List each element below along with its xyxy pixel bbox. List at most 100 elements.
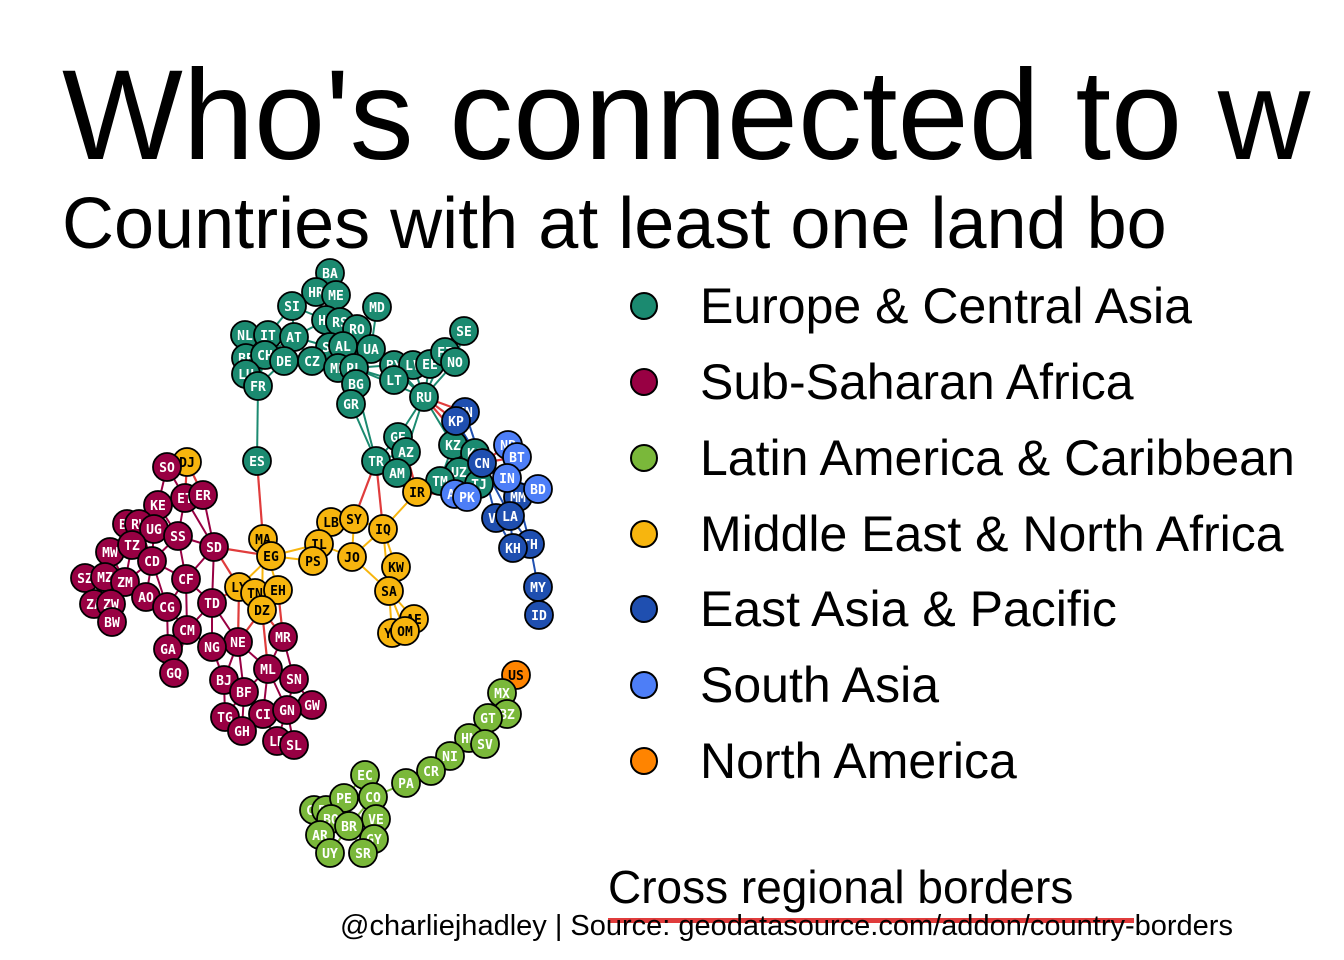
country-node-ne: NE (223, 627, 253, 657)
country-node-cn: CN (467, 448, 497, 478)
country-node-se: SE (449, 316, 479, 346)
country-circle (197, 632, 227, 662)
country-code-label: NL (237, 329, 253, 344)
country-circle (416, 756, 446, 786)
country-node-tz: TZ (117, 530, 147, 560)
country-code-label: AO (138, 591, 154, 606)
country-circle (298, 546, 328, 576)
country-code-label: IR (409, 486, 425, 501)
country-node-in: IN (492, 463, 522, 493)
country-circle (440, 347, 470, 377)
country-node-sn: SN (279, 664, 309, 694)
country-code-label: FR (250, 380, 266, 395)
country-code-label: ER (195, 489, 211, 504)
country-node-er: ER (188, 480, 218, 510)
country-circle (334, 811, 364, 841)
legend-swatch (630, 595, 658, 623)
country-circle (492, 463, 522, 493)
country-code-label: MX (494, 687, 510, 702)
country-circle (268, 622, 298, 652)
country-circle (336, 389, 366, 419)
country-code-label: BT (509, 451, 525, 466)
country-node-kz: KZ (438, 430, 468, 460)
country-circle (152, 592, 182, 622)
country-code-label: DJ (179, 456, 195, 471)
country-code-label: TD (204, 597, 220, 612)
country-node-ml: ML (253, 654, 283, 684)
country-circle (97, 607, 127, 637)
country-code-label: ME (328, 289, 344, 304)
country-code-label: LB (323, 516, 339, 531)
country-node-bw: BW (97, 607, 127, 637)
country-circle (279, 664, 309, 694)
country-code-label: CR (423, 765, 439, 780)
country-code-label: SL (286, 739, 302, 754)
country-code-label: BA (322, 267, 338, 282)
country-code-label: BW (104, 616, 120, 631)
country-circle (163, 521, 193, 551)
country-code-label: GQ (166, 667, 182, 682)
legend-label: South Asia (700, 657, 940, 713)
country-node-ke: KE (143, 490, 173, 520)
country-circle (117, 530, 147, 560)
country-circle (348, 838, 378, 868)
country-node-td: TD (197, 588, 227, 618)
country-circle (247, 595, 277, 625)
legend-label: East Asia & Pacific (700, 581, 1117, 637)
country-circle (382, 458, 412, 488)
country-node-bf: BF (229, 677, 259, 707)
country-code-label: NE (230, 636, 246, 651)
country-node-lt: LT (379, 365, 409, 395)
country-code-label: SI (284, 300, 300, 315)
country-circle (243, 371, 273, 401)
country-code-label: PK (459, 491, 475, 506)
country-code-label: GR (343, 398, 359, 413)
country-node-sy: SY (339, 504, 369, 534)
country-node-ga: GA (153, 634, 183, 664)
country-circle (524, 600, 554, 630)
country-node-ng: NG (197, 632, 227, 662)
country-code-label: GA (160, 643, 176, 658)
country-node-kh: KH (498, 533, 528, 563)
country-node-cf: CF (171, 564, 201, 594)
country-code-label: ZM (117, 576, 133, 591)
country-circle (315, 838, 345, 868)
country-code-label: PE (336, 792, 352, 807)
country-circle (242, 446, 272, 476)
country-circle (199, 532, 229, 562)
node-layer: BAHRMEMDSIHURSRONLITATSKALUASEBECHDECZMK… (70, 258, 554, 868)
country-code-label: KP (448, 415, 464, 430)
country-node-co: CO (358, 782, 388, 812)
country-code-label: LA (502, 510, 518, 525)
country-circle (441, 406, 471, 436)
country-code-label: MW (102, 546, 118, 561)
country-node-br: BR (334, 811, 364, 841)
country-node-pk: PK (452, 482, 482, 512)
country-code-label: SE (456, 325, 472, 340)
country-circle (449, 316, 479, 346)
country-code-label: BD (530, 483, 546, 498)
country-circle (402, 477, 432, 507)
country-circle (172, 615, 202, 645)
country-node-uy: UY (315, 838, 345, 868)
country-code-label: BJ (216, 674, 232, 689)
country-circle (137, 546, 167, 576)
legend-label: Sub-Saharan Africa (700, 354, 1134, 410)
country-node-iq: IQ (368, 514, 398, 544)
country-node-cg: CG (152, 592, 182, 622)
country-code-label: HR (308, 286, 324, 301)
country-node-cm: CM (172, 615, 202, 645)
country-code-label: DE (276, 355, 292, 370)
legend-item-south-asia: South Asia (630, 655, 939, 715)
country-node-om: OM (390, 616, 420, 646)
country-circle (374, 576, 404, 606)
country-node-mr: MR (268, 622, 298, 652)
country-code-label: CZ (304, 355, 320, 370)
country-node-sr: SR (348, 838, 378, 868)
country-code-label: CI (255, 708, 271, 723)
country-node-la: LA (495, 501, 525, 531)
country-node-ua: UA (356, 334, 386, 364)
country-circle (452, 482, 482, 512)
country-node-gq: GQ (159, 658, 189, 688)
country-node-ru: RU (409, 382, 439, 412)
